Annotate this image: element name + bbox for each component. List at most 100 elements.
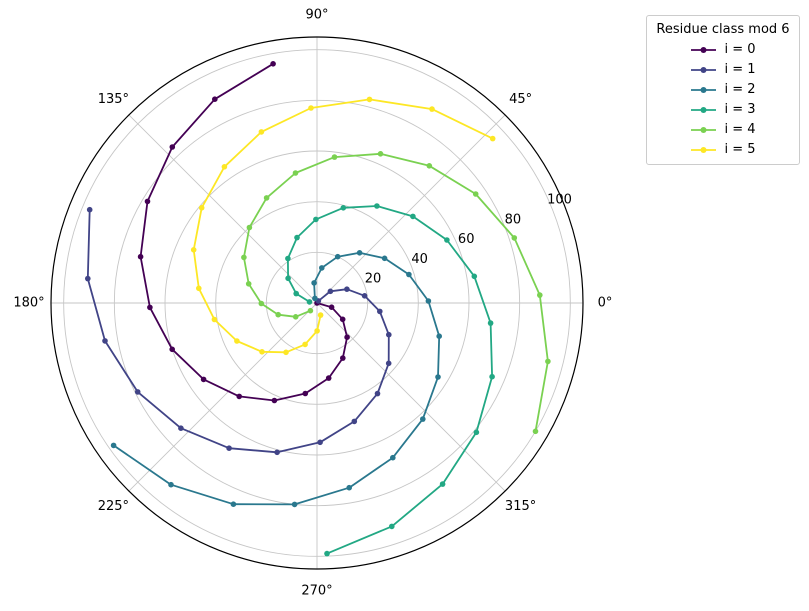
series-marker-4 bbox=[307, 307, 314, 314]
series-marker-0 bbox=[236, 393, 242, 400]
series-marker-2 bbox=[230, 501, 237, 508]
series-line-4 bbox=[242, 152, 549, 433]
series-marker-3 bbox=[489, 373, 495, 380]
angular-tick-label: 315° bbox=[505, 499, 536, 514]
series-marker-1 bbox=[102, 338, 108, 344]
angular-tick-label: 180° bbox=[13, 296, 44, 311]
series-marker-2 bbox=[291, 501, 298, 508]
legend-item: i = 5 bbox=[647, 140, 799, 160]
series-marker-5 bbox=[198, 205, 205, 211]
series-line-2 bbox=[112, 251, 441, 506]
series-marker-2 bbox=[390, 454, 396, 461]
legend-label: i = 5 bbox=[724, 142, 756, 157]
series-marker-5 bbox=[366, 96, 373, 103]
series-marker-5 bbox=[259, 349, 265, 355]
series-marker-4 bbox=[245, 281, 252, 287]
series-line-5 bbox=[192, 98, 494, 354]
legend-line-marker-icon bbox=[691, 47, 717, 53]
series-marker-0 bbox=[200, 376, 207, 383]
series-marker-4 bbox=[537, 292, 543, 298]
angular-tick-label: 135° bbox=[98, 92, 129, 107]
series-marker-4 bbox=[263, 195, 270, 201]
series-marker-3 bbox=[293, 290, 300, 297]
series-marker-1 bbox=[374, 390, 381, 397]
series-marker-0 bbox=[169, 144, 176, 150]
series-marker-5 bbox=[190, 247, 197, 253]
series-marker-1 bbox=[385, 360, 392, 367]
series-marker-0 bbox=[344, 334, 350, 341]
series-marker-4 bbox=[246, 224, 253, 231]
series-marker-3 bbox=[444, 237, 450, 243]
angular-tick-label: 0° bbox=[598, 296, 613, 311]
legend: Residue class mod 6 i = 0 i = 1 i = 2 bbox=[646, 15, 800, 165]
legend-item: i = 2 bbox=[647, 80, 799, 100]
series-marker-4 bbox=[292, 170, 299, 176]
series-marker-2 bbox=[346, 484, 353, 491]
series-marker-3 bbox=[306, 299, 313, 305]
series-marker-2 bbox=[381, 255, 388, 262]
series-marker-3 bbox=[340, 205, 347, 211]
series-marker-1 bbox=[178, 425, 184, 432]
series-marker-1 bbox=[344, 286, 350, 293]
angular-gridline bbox=[128, 114, 318, 304]
legend-item: i = 0 bbox=[647, 40, 799, 60]
series-marker-2 bbox=[110, 442, 117, 449]
series-marker-3 bbox=[389, 523, 395, 530]
series-marker-3 bbox=[473, 429, 480, 436]
series-marker-5 bbox=[308, 105, 314, 111]
series-marker-4 bbox=[545, 358, 551, 365]
series-marker-2 bbox=[356, 250, 363, 256]
series-marker-0 bbox=[212, 96, 218, 102]
angular-tick-label: 270° bbox=[301, 584, 332, 599]
series-marker-3 bbox=[285, 255, 291, 262]
legend-line-marker-icon bbox=[691, 67, 717, 73]
angular-tick-label: 225° bbox=[98, 499, 129, 514]
series-marker-2 bbox=[435, 374, 441, 380]
series-marker-2 bbox=[436, 333, 443, 340]
series-marker-3 bbox=[487, 320, 494, 326]
series-marker-5 bbox=[221, 164, 228, 170]
series-marker-4 bbox=[292, 314, 299, 320]
angular-gridline bbox=[316, 114, 506, 304]
series-marker-1 bbox=[361, 293, 368, 299]
series-marker-5 bbox=[317, 312, 324, 318]
radial-tick-label: 100 bbox=[547, 193, 572, 208]
series-marker-3 bbox=[313, 216, 319, 223]
series-marker-4 bbox=[258, 300, 265, 307]
radial-tick-label: 80 bbox=[505, 212, 522, 227]
series-marker-3 bbox=[471, 273, 478, 280]
angular-gridline bbox=[128, 302, 318, 492]
legend-line-marker-icon bbox=[691, 127, 717, 133]
series-marker-0 bbox=[328, 304, 335, 311]
angular-tick-label: 45° bbox=[509, 92, 532, 107]
series-marker-0 bbox=[270, 61, 276, 67]
series-marker-2 bbox=[319, 265, 325, 271]
series-marker-0 bbox=[144, 198, 151, 205]
radial-tick-label: 60 bbox=[458, 232, 475, 247]
legend-line-marker-icon bbox=[691, 87, 717, 93]
series-marker-3 bbox=[410, 213, 416, 220]
series-marker-2 bbox=[311, 280, 317, 286]
series-marker-5 bbox=[196, 285, 202, 292]
series-marker-4 bbox=[275, 311, 282, 318]
legend-label: i = 1 bbox=[724, 62, 756, 77]
series-marker-3 bbox=[294, 234, 300, 241]
legend-label: i = 2 bbox=[724, 82, 756, 97]
legend-item: i = 3 bbox=[647, 100, 799, 120]
series-marker-5 bbox=[234, 338, 240, 344]
legend-item: i = 4 bbox=[647, 120, 799, 140]
series-marker-1 bbox=[226, 445, 232, 452]
series-marker-4 bbox=[331, 154, 338, 160]
legend-label: i = 4 bbox=[724, 122, 756, 137]
angular-tick-label: 90° bbox=[305, 8, 328, 23]
series-marker-5 bbox=[302, 341, 308, 348]
series-marker-2 bbox=[312, 295, 318, 302]
series-marker-1 bbox=[85, 275, 91, 282]
series-marker-0 bbox=[340, 355, 346, 361]
series-marker-0 bbox=[339, 316, 346, 323]
series-marker-5 bbox=[429, 106, 435, 112]
legend-line-marker-icon bbox=[691, 147, 717, 153]
angular-gridline bbox=[316, 302, 506, 492]
series-marker-2 bbox=[425, 298, 432, 304]
